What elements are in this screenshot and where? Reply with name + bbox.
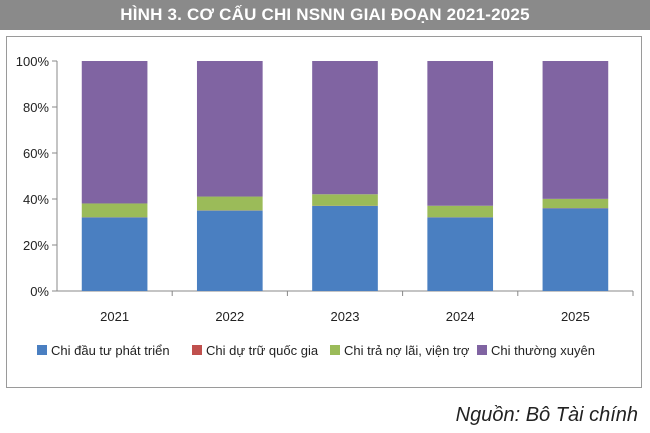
y-tick-label: 40% xyxy=(23,192,49,207)
legend-label: Chi thường xuyên xyxy=(491,343,595,358)
chart-title-bar: HÌNH 3. CƠ CẤU CHI NSNN GIAI ĐOẠN 2021-2… xyxy=(0,0,650,30)
bar-segment xyxy=(542,61,609,199)
legend-label: Chi đầu tư phát triển xyxy=(51,343,170,358)
bar-segment xyxy=(542,208,609,291)
bar-segment xyxy=(427,61,494,206)
bar-segment xyxy=(81,203,148,218)
y-tick-label: 80% xyxy=(23,100,49,115)
chart-title: HÌNH 3. CƠ CẤU CHI NSNN GIAI ĐOẠN 2021-2… xyxy=(120,5,530,24)
y-tick-label: 60% xyxy=(23,146,49,161)
bar-segment xyxy=(312,61,378,195)
legend-swatch xyxy=(330,345,340,355)
bar-segment xyxy=(196,61,263,197)
bar-segment xyxy=(312,194,378,206)
y-tick-label: 100% xyxy=(16,54,50,69)
source-note: Nguồn: Bô Tài chính xyxy=(455,404,638,426)
y-tick-label: 0% xyxy=(30,284,49,299)
bar-segment xyxy=(81,61,148,204)
bar-segment xyxy=(196,210,263,291)
bar-segment xyxy=(196,196,263,211)
x-tick-label: 2025 xyxy=(561,309,590,324)
bar-segment xyxy=(427,205,494,218)
x-tick-label: 2021 xyxy=(100,309,129,324)
x-tick-label: 2023 xyxy=(331,309,360,324)
bar-segment xyxy=(81,217,148,291)
x-tick-label: 2022 xyxy=(215,309,244,324)
y-tick-label: 20% xyxy=(23,238,49,253)
x-tick-label: 2024 xyxy=(446,309,475,324)
legend-swatch xyxy=(477,345,487,355)
chart-frame: 0% 20% 40% 60% 80% 100% 2021 2022 2023 2024 2025 Ch… xyxy=(6,36,642,388)
bar-segment xyxy=(312,205,378,291)
bar-segment xyxy=(542,198,609,209)
bar-segment xyxy=(427,217,494,291)
legend-swatch xyxy=(37,345,47,355)
stacked-bar-chart: 0% 20% 40% 60% 80% 100% 2021 2022 2023 2024 2025 Ch… xyxy=(16,54,634,358)
legend-label: Chi dự trữ quốc gia xyxy=(206,343,319,358)
legend-label: Chi trả nợ lãi, viện trợ xyxy=(344,343,470,358)
legend-swatch xyxy=(192,345,202,355)
